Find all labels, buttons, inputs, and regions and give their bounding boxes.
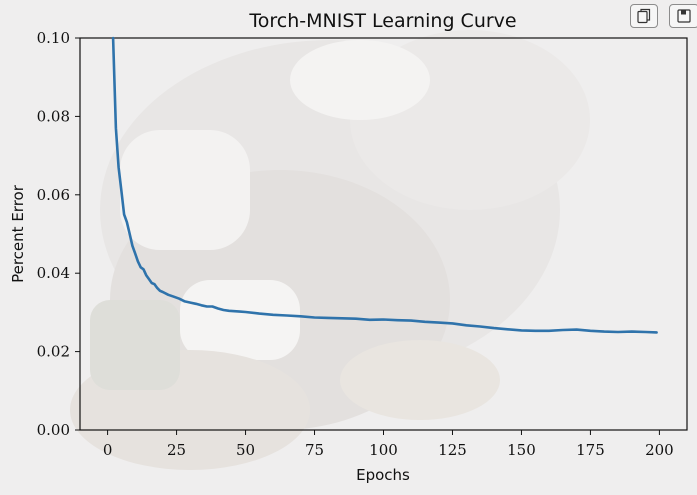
plot-frame (79, 37, 688, 431)
x-axis-label: Epochs (356, 466, 410, 484)
x-tick-label: 150 (507, 441, 536, 459)
y-tick-label: 0.00 (37, 421, 70, 439)
copy-icon (637, 8, 651, 24)
y-axis: 0.00 0.02 0.04 0.06 0.08 0.10 (37, 29, 80, 439)
x-tick-label: 125 (438, 441, 467, 459)
series-line (111, 36, 658, 334)
copy-button[interactable] (630, 4, 658, 28)
y-tick-label: 0.10 (37, 29, 70, 47)
y-axis-label: Percent Error (9, 184, 27, 283)
x-axis: 0 25 50 75 100 125 150 175 200 (103, 430, 674, 459)
x-tick-label: 75 (305, 441, 324, 459)
chart-title: Torch-MNIST Learning Curve (248, 10, 516, 32)
y-tick-label: 0.08 (37, 107, 70, 125)
save-button[interactable] (669, 4, 697, 28)
x-tick-label: 50 (236, 441, 255, 459)
x-tick-label: 175 (576, 441, 605, 459)
x-tick-label: 100 (369, 441, 398, 459)
y-tick-label: 0.02 (37, 343, 70, 361)
y-tick-label: 0.06 (37, 186, 70, 204)
x-tick-label: 200 (645, 441, 674, 459)
x-tick-label: 0 (103, 441, 113, 459)
y-tick-label: 0.04 (37, 264, 70, 282)
x-tick-label: 25 (167, 441, 186, 459)
save-icon (677, 9, 691, 23)
